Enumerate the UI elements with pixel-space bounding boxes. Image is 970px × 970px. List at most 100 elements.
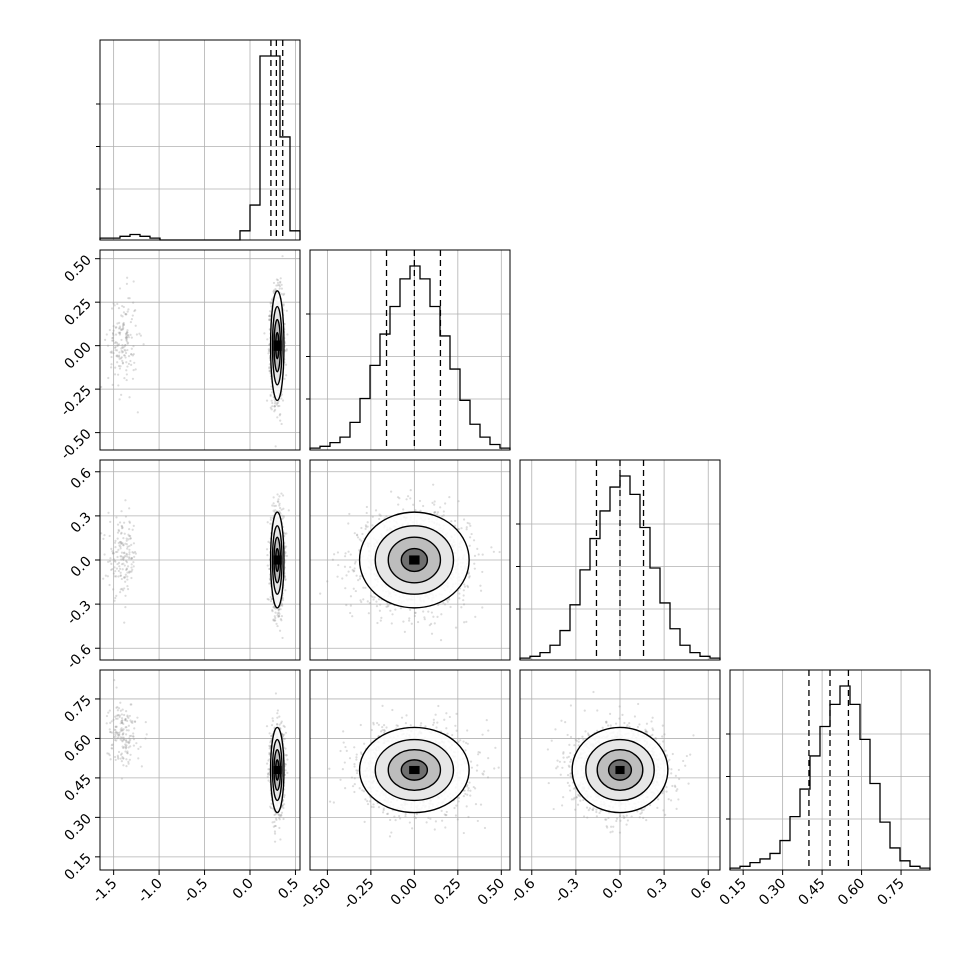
point <box>270 385 273 388</box>
point <box>326 580 329 583</box>
point <box>436 513 439 516</box>
point <box>130 336 133 339</box>
point <box>132 551 135 555</box>
point <box>344 587 347 590</box>
point <box>409 497 412 500</box>
point <box>365 511 368 515</box>
point <box>125 552 128 555</box>
point <box>131 354 134 357</box>
point <box>112 552 115 555</box>
point <box>414 611 417 614</box>
point <box>121 526 124 529</box>
panel-frame <box>309 249 511 451</box>
point <box>121 556 124 559</box>
point <box>120 356 123 359</box>
point <box>116 354 119 357</box>
point <box>121 351 124 354</box>
point <box>119 357 123 360</box>
point <box>336 551 340 554</box>
point <box>126 329 129 332</box>
point <box>271 504 274 507</box>
point <box>122 305 125 309</box>
point <box>272 289 276 292</box>
point <box>409 608 412 611</box>
point <box>121 346 124 349</box>
point <box>458 592 461 595</box>
point <box>453 524 457 527</box>
point <box>276 624 279 628</box>
point <box>481 570 484 574</box>
point <box>273 619 276 622</box>
point <box>122 544 125 547</box>
point <box>266 564 269 567</box>
point <box>347 522 350 525</box>
point <box>114 326 117 329</box>
point <box>413 614 417 618</box>
panel-frame <box>729 669 931 871</box>
point <box>364 524 367 527</box>
point <box>277 615 280 618</box>
point <box>127 297 130 300</box>
point <box>125 567 128 570</box>
point <box>134 552 137 555</box>
point <box>347 570 350 573</box>
point <box>469 536 472 539</box>
point <box>269 301 272 304</box>
point <box>274 445 277 448</box>
point <box>118 521 122 524</box>
point <box>118 544 121 547</box>
point <box>280 283 283 286</box>
point <box>272 606 275 609</box>
point <box>465 528 468 531</box>
point <box>273 408 277 412</box>
point <box>120 542 123 545</box>
point <box>463 585 467 588</box>
point <box>403 630 406 633</box>
point <box>118 591 122 594</box>
point <box>123 532 126 535</box>
point <box>125 313 128 316</box>
point <box>280 603 283 606</box>
point <box>278 287 281 290</box>
point <box>103 553 106 556</box>
point <box>389 609 392 612</box>
point <box>124 336 128 339</box>
point <box>352 570 355 573</box>
point <box>279 277 282 280</box>
point <box>276 612 279 615</box>
point <box>371 524 374 527</box>
point <box>433 511 436 514</box>
point <box>120 349 123 353</box>
point <box>379 603 382 606</box>
point <box>118 367 122 370</box>
point <box>109 557 112 560</box>
point <box>428 624 431 627</box>
point <box>356 536 360 539</box>
point <box>121 324 125 328</box>
point <box>443 603 447 606</box>
point <box>116 523 120 526</box>
point <box>108 534 111 538</box>
point <box>103 533 106 537</box>
point <box>269 595 272 599</box>
point <box>375 605 379 608</box>
point <box>286 333 289 336</box>
point <box>276 493 279 496</box>
point <box>285 363 288 366</box>
point <box>120 328 123 332</box>
point <box>354 589 357 593</box>
point <box>268 310 272 313</box>
point <box>109 351 112 354</box>
point <box>275 622 278 625</box>
point <box>434 510 437 514</box>
point <box>117 561 121 564</box>
point <box>125 539 128 542</box>
point <box>271 610 274 613</box>
point <box>277 611 280 614</box>
point <box>468 522 471 525</box>
point <box>124 575 127 579</box>
point <box>122 326 125 329</box>
point <box>122 323 125 326</box>
point <box>466 584 469 587</box>
point <box>128 527 131 531</box>
